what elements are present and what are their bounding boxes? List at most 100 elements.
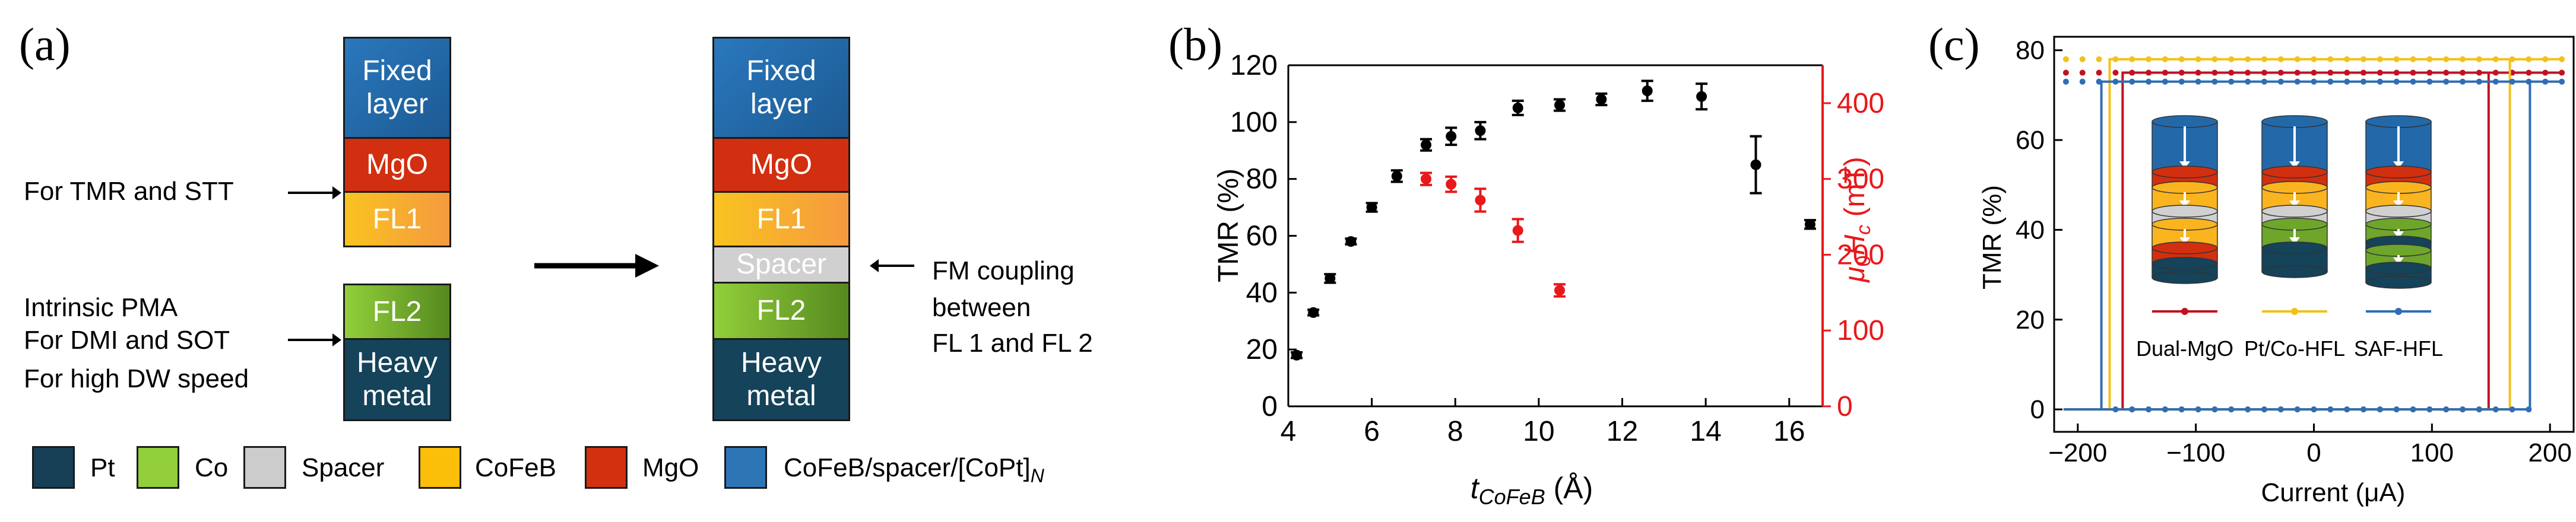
c-saf-point [2360, 406, 2367, 413]
inset-dual-mgo-layer-top [2152, 115, 2218, 128]
inset-ptco-hfl [2261, 115, 2328, 278]
b-y2label: μ0Hc (mT) [1839, 157, 1875, 284]
c-saf-point [2261, 78, 2267, 85]
c-ptco-point [2245, 56, 2251, 62]
c-ptco-point [2178, 56, 2185, 62]
c-saf-point [2162, 406, 2168, 413]
inset-dual-mgo-layer-top [2152, 181, 2218, 194]
c-saf-point [2509, 406, 2515, 413]
inset-dual-mgo-layer-top [2152, 205, 2218, 218]
c-saf-point [2245, 406, 2251, 413]
c-dual-point [2162, 69, 2168, 76]
b-tmr-point [1696, 91, 1707, 102]
panel-c-label: (c) [1928, 18, 1980, 70]
b-tmr-point [1642, 85, 1653, 97]
c-saf-point [2377, 78, 2383, 85]
c-saf-point [2277, 406, 2284, 413]
c-saf-point [2393, 78, 2400, 85]
c-dual-point [2559, 69, 2565, 76]
c-saf-point [2460, 406, 2466, 413]
b-tmr-point [1421, 139, 1432, 151]
b-tmr-point [1325, 273, 1336, 284]
b-tmr-point [1750, 159, 1761, 170]
c-dual-point [2294, 69, 2301, 76]
panel-a-arrows [288, 186, 914, 346]
b-y2label-unit: (mT) [1839, 157, 1871, 225]
c-saf-point [2062, 78, 2069, 85]
c-saf-point [2344, 78, 2350, 85]
c-xlabel: Current (μA) [2261, 478, 2406, 507]
inset-dual-mgo-arrow-head [2179, 200, 2190, 208]
c-ptco-point [2542, 56, 2549, 62]
inset-ptco-hfl-layer-top [2261, 115, 2328, 128]
left-fixed-label: Fixed layer [362, 55, 432, 120]
inset-saf-hfl-layer-top [2365, 205, 2432, 218]
right-mgo-label: MgO [750, 149, 812, 180]
c-saf-point [2211, 78, 2218, 85]
b-xlabel-unit: (Å) [1545, 472, 1593, 505]
b-tmr-point [1475, 125, 1486, 136]
legend-mgo-label: MgO [642, 453, 699, 482]
inset-saf-hfl-layer-top [2365, 115, 2432, 128]
c-ptco-point [2327, 56, 2334, 62]
c-saf-point [2261, 406, 2267, 413]
legend-fixed-sub: N [1030, 464, 1044, 486]
b-xtick-label: 16 [1773, 416, 1805, 447]
right-heavy-label: Heavy metal [740, 347, 822, 412]
c-ytick-label: 20 [2016, 305, 2045, 335]
left-fl1-label: FL1 [372, 203, 422, 235]
inset-dual-mgo-layer-top [2152, 218, 2218, 231]
c-ptco-point [2062, 56, 2069, 62]
c-dual-point [2360, 69, 2367, 76]
inset-dual-mgo-arrow-head [2179, 237, 2190, 244]
b-y2tick-label: 400 [1837, 88, 1884, 119]
c-ptco-point [2443, 56, 2450, 62]
inset-saf-hfl-arrow-head [2393, 200, 2404, 208]
c-saf-point [2294, 406, 2301, 413]
c-dual-point [2542, 69, 2549, 76]
c-dual-point [2261, 69, 2267, 76]
c-ptco-point [2426, 56, 2433, 62]
c-saf-point [2294, 78, 2301, 85]
b-xtick-label: 8 [1447, 416, 1463, 447]
c-ptco-point [2476, 56, 2482, 62]
c-saf-point [2542, 78, 2549, 85]
c-dual-point [2178, 69, 2185, 76]
b-ytick-label: 60 [1246, 221, 1278, 252]
c-ptco-point [2129, 56, 2135, 62]
b-tmr-point [1554, 100, 1566, 111]
c-saf-point [2277, 78, 2284, 85]
c-saf-point [2112, 78, 2119, 85]
c-dual-point [2460, 69, 2466, 76]
c-dual-point [2492, 69, 2499, 76]
b-hc-point [1512, 225, 1523, 236]
annot-pma-2: For DMI and SOT [24, 326, 230, 355]
inset-dual-mgo [2152, 115, 2218, 284]
c-saf-point [2360, 78, 2367, 85]
c-ytick-label: 0 [2030, 395, 2045, 424]
c-ptco-point [2526, 56, 2532, 62]
inset-ptco-hfl-layer-top [2261, 205, 2328, 218]
c-saf-point [2393, 406, 2400, 413]
c-ptco-point [2079, 56, 2086, 62]
c-ytick-label: 80 [2016, 36, 2045, 65]
c-ptco-point [2344, 56, 2350, 62]
b-xtick-label: 10 [1523, 416, 1554, 447]
c-saf-point [2410, 78, 2416, 85]
c-dual-point [2426, 69, 2433, 76]
c-ptco-point [2146, 56, 2152, 62]
inset-saf-hfl-arrow-head [2393, 231, 2404, 238]
legend-fixed-swatch [724, 446, 767, 489]
c-dual-point [2377, 69, 2383, 76]
c-saf-point [2443, 78, 2450, 85]
c-dual-point [2277, 69, 2284, 76]
left-heavy-layer: Heavy metal [343, 338, 451, 421]
arrow-tmr [288, 186, 341, 199]
b-tmr-point [1291, 349, 1303, 361]
right-fl1-label: FL1 [756, 203, 806, 235]
b-ytick-label: 40 [1246, 277, 1278, 308]
c-dual-point [2129, 69, 2135, 76]
c-saf-point [2526, 78, 2532, 85]
c-ptco-point [2277, 56, 2284, 62]
c-saf-point [2195, 406, 2201, 413]
